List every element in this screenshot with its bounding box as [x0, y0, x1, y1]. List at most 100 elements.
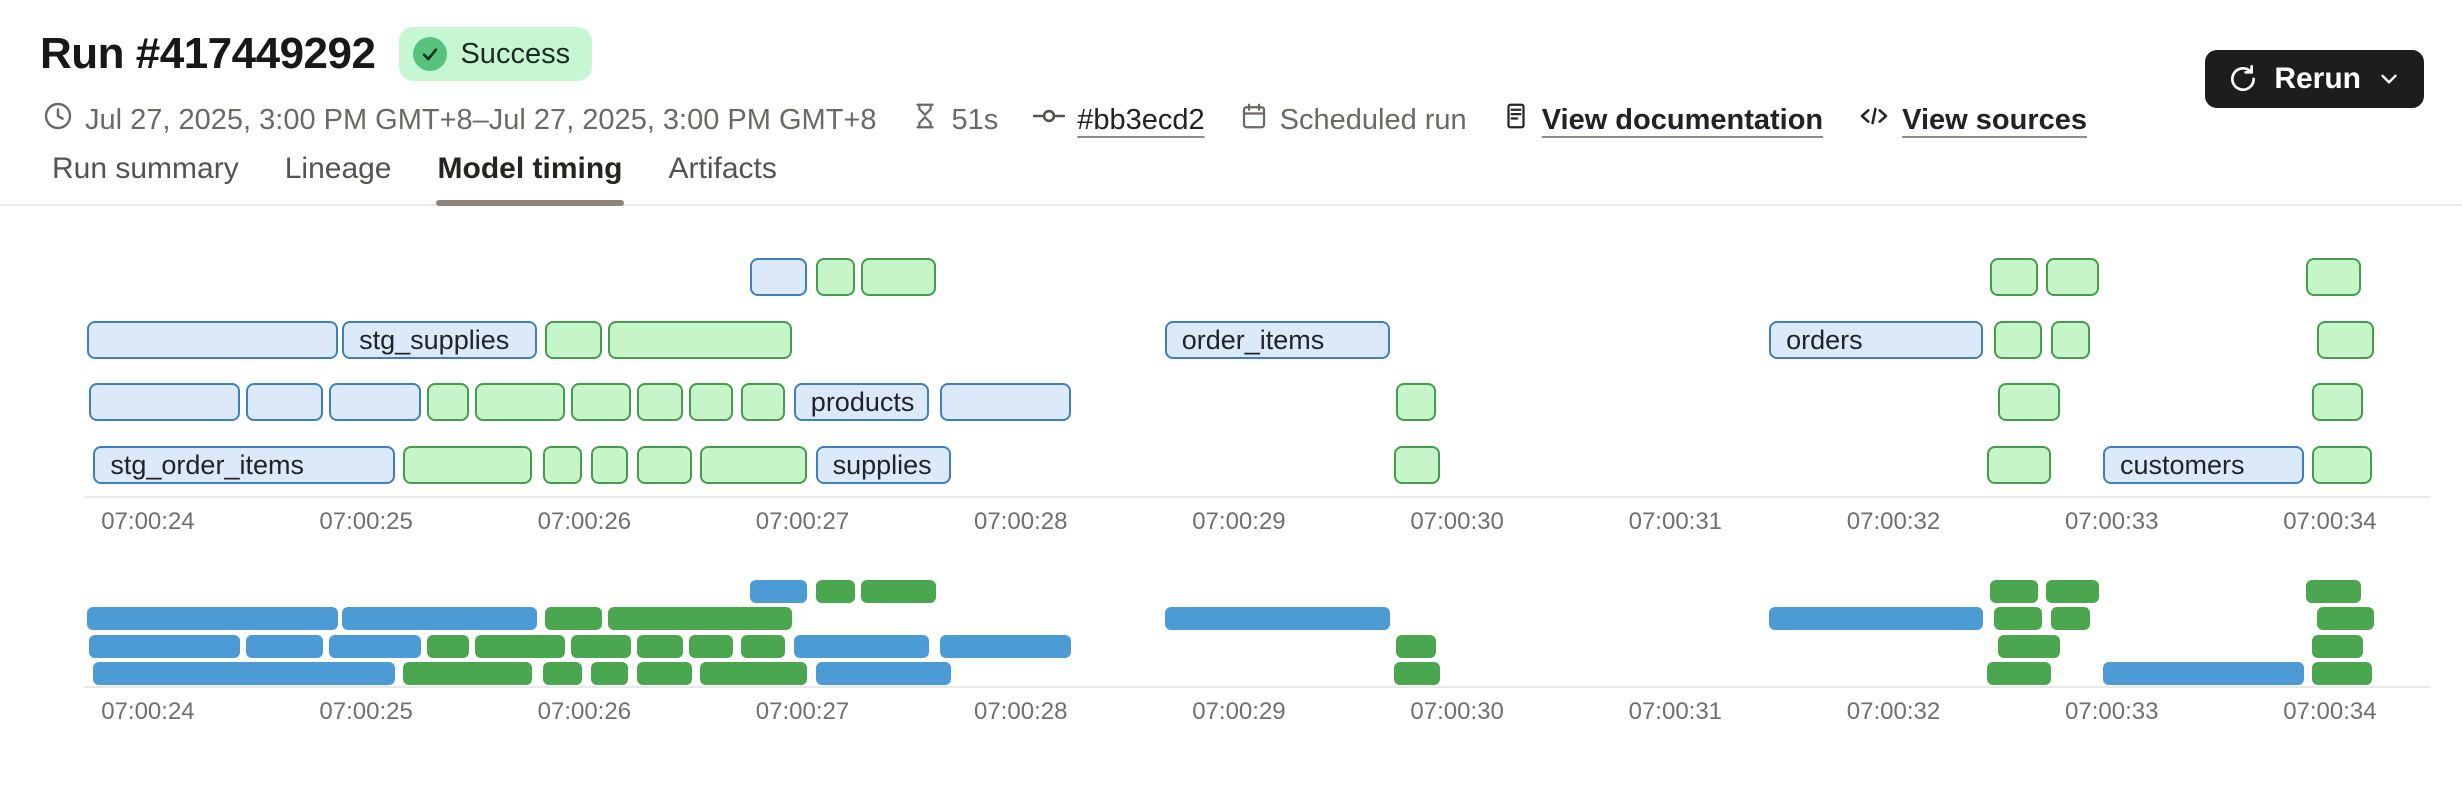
gantt-bar[interactable]	[815, 258, 856, 296]
gantt-bar[interactable]	[246, 383, 323, 421]
gantt-bar[interactable]	[636, 446, 692, 484]
gantt-bar[interactable]	[861, 258, 936, 296]
minimap-bar[interactable]	[1989, 580, 2038, 603]
minimap-bar[interactable]	[1993, 607, 2043, 630]
gantt-bar[interactable]	[86, 321, 339, 359]
minimap-bar[interactable]	[1998, 635, 2060, 658]
minimap-bar[interactable]	[1396, 635, 1436, 658]
rerun-button-label: Rerun	[2274, 62, 2361, 95]
minimap-bar[interactable]	[608, 607, 792, 630]
model-timing-minimap[interactable]: 07:00:24 07:00:25 07:00:26 07:00:27 07:00:28…	[60, 580, 2434, 730]
minimap-bar[interactable]	[2050, 607, 2091, 630]
gantt-bar[interactable]: supplies	[815, 446, 952, 484]
time-tick-label: 07:00:33	[2065, 698, 2159, 725]
tab-artifacts[interactable]: Artifacts	[668, 152, 777, 185]
time-tick-label: 07:00:27	[755, 698, 850, 725]
minimap-bar[interactable]	[2316, 607, 2374, 630]
gantt-bar[interactable]: stg_order_items	[93, 446, 395, 484]
gantt-bar[interactable]	[1396, 383, 1436, 421]
gantt-bar[interactable]: customers	[2102, 446, 2305, 484]
minimap-bar[interactable]	[750, 580, 808, 603]
gantt-bar[interactable]	[939, 383, 1072, 421]
gantt-bar[interactable]: products	[793, 383, 930, 421]
gantt-bar[interactable]	[1993, 321, 2043, 359]
minimap-bar[interactable]	[93, 662, 395, 685]
gantt-bar[interactable]	[2046, 258, 2099, 296]
gantt-bar[interactable]	[689, 383, 734, 421]
minimap-bar[interactable]	[475, 635, 566, 658]
minimap-bar[interactable]	[689, 635, 734, 658]
minimap-bar[interactable]	[741, 635, 786, 658]
minimap-bar[interactable]	[699, 662, 808, 685]
time-tick-label: 07:00:24	[101, 508, 195, 535]
tab-run-summary[interactable]: Run summary	[52, 152, 239, 185]
tab-lineage[interactable]: Lineage	[284, 152, 392, 185]
gantt-bar[interactable]	[542, 446, 583, 484]
gantt-bar[interactable]	[89, 383, 240, 421]
minimap-bar[interactable]	[2046, 580, 2099, 603]
gantt-bar[interactable]	[329, 383, 422, 421]
minimap-bar[interactable]	[939, 635, 1072, 658]
gantt-bar[interactable]	[590, 446, 629, 484]
commit-link[interactable]: #bb3ecd2	[1032, 99, 1205, 141]
gantt-bar-label: customers	[2119, 449, 2245, 480]
minimap-bar[interactable]	[861, 580, 936, 603]
minimap-bar[interactable]	[1393, 662, 1441, 685]
gantt-bar[interactable]	[1393, 446, 1441, 484]
minimap-bar[interactable]	[571, 635, 631, 658]
minimap-bar[interactable]	[1164, 607, 1390, 630]
minimap-bar[interactable]	[636, 635, 683, 658]
tab-model-timing[interactable]: Model timing	[435, 152, 625, 206]
gantt-bar[interactable]	[699, 446, 808, 484]
minimap-bar[interactable]	[815, 580, 856, 603]
gantt-bar[interactable]	[1987, 446, 2051, 484]
gantt-bar[interactable]	[1989, 258, 2038, 296]
gantt-bar[interactable]	[741, 383, 786, 421]
minimap-bar[interactable]	[342, 607, 537, 630]
minimap-bar[interactable]	[542, 662, 583, 685]
minimap-bar[interactable]	[427, 635, 470, 658]
minimap-bar[interactable]	[2312, 635, 2363, 658]
gantt-bar[interactable]	[403, 446, 533, 484]
code-icon	[1857, 99, 1891, 141]
minimap-bar[interactable]	[2305, 580, 2361, 603]
gantt-bar[interactable]	[2305, 258, 2361, 296]
minimap-bar[interactable]	[89, 635, 240, 658]
gantt-bar[interactable]	[608, 321, 792, 359]
minimap-bar[interactable]	[793, 635, 930, 658]
gantt-bar[interactable]	[636, 383, 683, 421]
minimap-bar[interactable]	[815, 662, 952, 685]
gantt-bar[interactable]	[2312, 446, 2372, 484]
gantt-bar[interactable]	[750, 258, 808, 296]
gantt-bar[interactable]	[475, 383, 566, 421]
gantt-bar[interactable]: order_items	[1164, 321, 1390, 359]
gantt-bar[interactable]: orders	[1769, 321, 1984, 359]
gantt-bar[interactable]	[1998, 383, 2060, 421]
minimap-bar[interactable]	[2102, 662, 2305, 685]
minimap-bar[interactable]	[1987, 662, 2051, 685]
rerun-button[interactable]: Rerun	[2205, 50, 2424, 108]
minimap-bar[interactable]	[403, 662, 533, 685]
view-sources-link[interactable]: View sources	[1857, 99, 2087, 141]
minimap-bar[interactable]	[329, 635, 422, 658]
time-tick-label: 07:00:30	[1410, 698, 1504, 725]
refresh-icon	[2227, 63, 2259, 95]
minimap-bar[interactable]	[1769, 607, 1984, 630]
gantt-bar[interactable]	[571, 383, 631, 421]
gantt-bar[interactable]	[2312, 383, 2363, 421]
gantt-bar[interactable]	[545, 321, 603, 359]
gantt-bar[interactable]	[427, 383, 470, 421]
view-documentation-link[interactable]: View documentation	[1501, 101, 1823, 139]
gantt-bar[interactable]	[2316, 321, 2374, 359]
minimap-bar[interactable]	[636, 662, 692, 685]
minimap-bar[interactable]	[86, 607, 339, 630]
minimap-bar[interactable]	[246, 635, 323, 658]
gantt-bar[interactable]	[2050, 321, 2091, 359]
run-trigger-text: Scheduled run	[1279, 103, 1467, 136]
gantt-bar[interactable]: stg_supplies	[342, 321, 537, 359]
minimap-bar[interactable]	[590, 662, 629, 685]
gantt-axis-line	[84, 496, 2430, 498]
minimap-bar[interactable]	[2312, 662, 2372, 685]
minimap-bar[interactable]	[545, 607, 603, 630]
